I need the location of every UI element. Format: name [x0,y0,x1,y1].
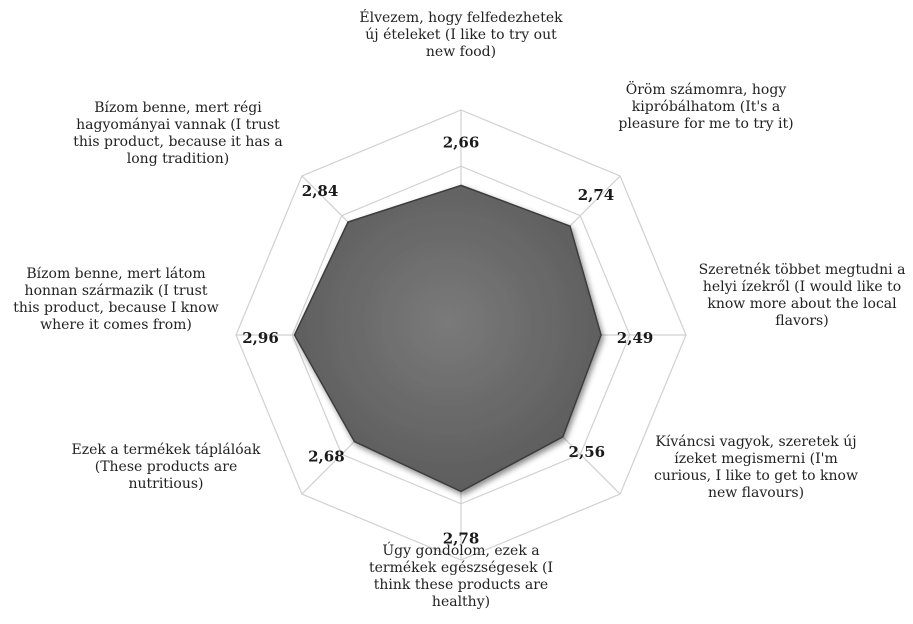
axis-label-line: this product, because it has a [73,134,282,151]
axis-label-line: this product, because I know [13,300,218,317]
radar-series [294,185,601,491]
value-label: 2,66 [443,133,480,151]
axis-label-line: kipróbálhatom (It's a [618,99,793,116]
axis-label-line: new flavours) [654,485,858,502]
axis-label-line: honnan származik (I trust [13,283,218,300]
axis-label-line: Öröm számomra, hogy [618,82,793,99]
axis-label-line: ízeket megismerni (I'm [654,451,858,468]
axis-label-line: pleasure for me to try it) [618,116,793,133]
value-label: 2,68 [308,448,345,466]
axis-label-line: hagyományai vannak (I trust [73,117,282,134]
axis-label-line: Bízom benne, mert látom [13,266,218,283]
axis-label-line: flavors) [699,313,906,330]
value-label: 2,74 [578,186,615,204]
axis-label-line: Kíváncsi vagyok, szeretek új [654,434,858,451]
value-label: 2,49 [617,329,654,347]
axis-label-line: Úgy gondolom, ezek a [369,543,553,560]
axis-label-line: long tradition) [73,151,282,168]
axis-label-line: nutritious) [72,476,261,493]
axis-label-line: Ezek a termékek táplálóak [72,442,261,459]
axis-label-line: curious, I like to get to know [654,468,858,485]
axis-label-line: know more about the local [699,296,906,313]
axis-label-line: Élvezem, hogy felfedezhetek [359,10,562,27]
axis-label-line: think these products are [369,577,553,594]
axis-label-line: helyi ízekről (I would like to [699,279,906,296]
axis-label-line: Szeretnék többet megtudni a [699,262,906,279]
axis-label-line: új ételeket (I like to try out [359,27,562,44]
series-polygon [295,185,602,491]
axis-label: Ezek a termékek táplálóak(These products… [72,442,261,493]
axis-label-line: (These products are [72,459,261,476]
value-label: 2,84 [302,182,339,200]
axis-label-line: healthy) [369,594,553,611]
axis-label-line: termékek egészségesek (I [369,560,553,577]
axis-label-line: Bízom benne, mert régi [73,100,282,117]
value-label: 2,96 [242,329,279,347]
value-label: 2,56 [569,443,606,461]
axis-label-line: where it comes from) [13,317,218,334]
axis-label-line: new food) [359,44,562,61]
